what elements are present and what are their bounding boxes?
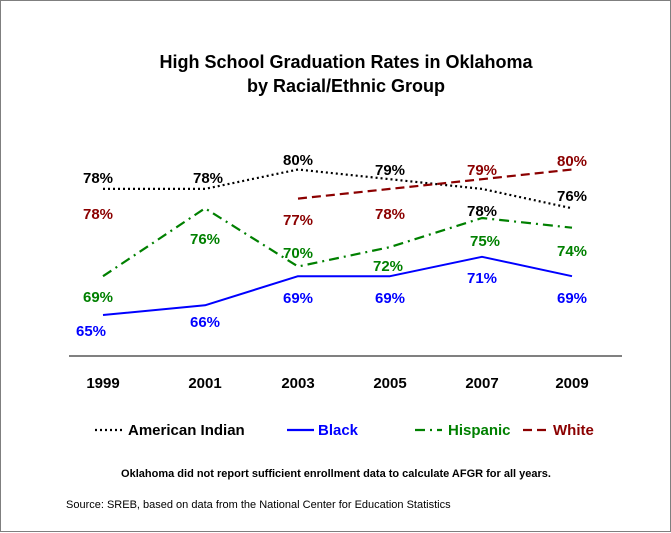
footnote: Oklahoma did not report sufficient enrol… — [121, 468, 551, 480]
data-label-american-indian-2009: 76% — [557, 188, 587, 205]
series-line-hispanic — [102, 207, 573, 278]
data-label-white-2005: 78% — [375, 206, 405, 223]
chart-subtitle: by Racial/Ethnic Group — [247, 76, 445, 96]
data-label-american-indian-2005: 79% — [375, 162, 405, 179]
data-label-black-2007: 71% — [467, 270, 497, 287]
x-tick-label-1999: 1999 — [86, 375, 119, 392]
data-label-black-2005: 69% — [375, 290, 405, 307]
legend-label-american-indian: American Indian — [128, 422, 245, 439]
series-line-american-indian — [103, 168, 573, 210]
series-line-white — [297, 168, 573, 200]
x-tick-label-2005: 2005 — [373, 375, 406, 392]
series-layer — [102, 168, 573, 316]
data-label-american-indian-2007: 78% — [467, 203, 497, 220]
data-label-hispanic-2007: 75% — [470, 233, 500, 250]
data-label-hispanic-2001: 76% — [190, 231, 220, 248]
data-label-black-2003: 69% — [283, 290, 313, 307]
data-label-black-1999: 65% — [76, 323, 106, 340]
data-label-american-indian-2003: 80% — [283, 152, 313, 169]
data-label-american-indian-2001: 78% — [193, 170, 223, 187]
data-label-hispanic-1999: 69% — [83, 289, 113, 306]
data-label-black-2009: 69% — [557, 290, 587, 307]
source-note: Source: SREB, based on data from the Nat… — [66, 499, 451, 511]
x-tick-label-2007: 2007 — [465, 375, 498, 392]
legend-label-hispanic: Hispanic — [448, 422, 511, 439]
data-label-hispanic-2003: 70% — [283, 245, 313, 262]
x-tick-label-2001: 2001 — [188, 375, 221, 392]
data-label-american-indian-1999: 78% — [83, 170, 113, 187]
data-label-hispanic-2009: 74% — [557, 243, 587, 260]
data-label-layer: 78% 78% 80% 79% 78% 76% 65% 66% 69% 69% 71% 69% 69% 7… — [76, 152, 587, 340]
data-label-white-1999: 78% — [83, 206, 113, 223]
data-label-white-2007: 79% — [467, 162, 497, 179]
legend-label-white: White — [553, 422, 594, 439]
x-tick-label-2009: 2009 — [555, 375, 588, 392]
data-label-black-2001: 66% — [190, 314, 220, 331]
data-label-hispanic-2005: 72% — [373, 258, 403, 275]
chart-title: High School Graduation Rates in Oklahoma — [159, 52, 533, 72]
x-tick-label-2003: 2003 — [281, 375, 314, 392]
legend-label-black: Black — [318, 422, 359, 439]
x-tick-layer: 1999 2001 2003 2005 2007 2009 — [86, 375, 588, 392]
data-label-white-2009: 80% — [557, 153, 587, 170]
series-line-black — [102, 255, 573, 316]
data-label-white-2003: 77% — [283, 212, 313, 229]
legend: American Indian Black Hispanic White — [95, 422, 594, 439]
